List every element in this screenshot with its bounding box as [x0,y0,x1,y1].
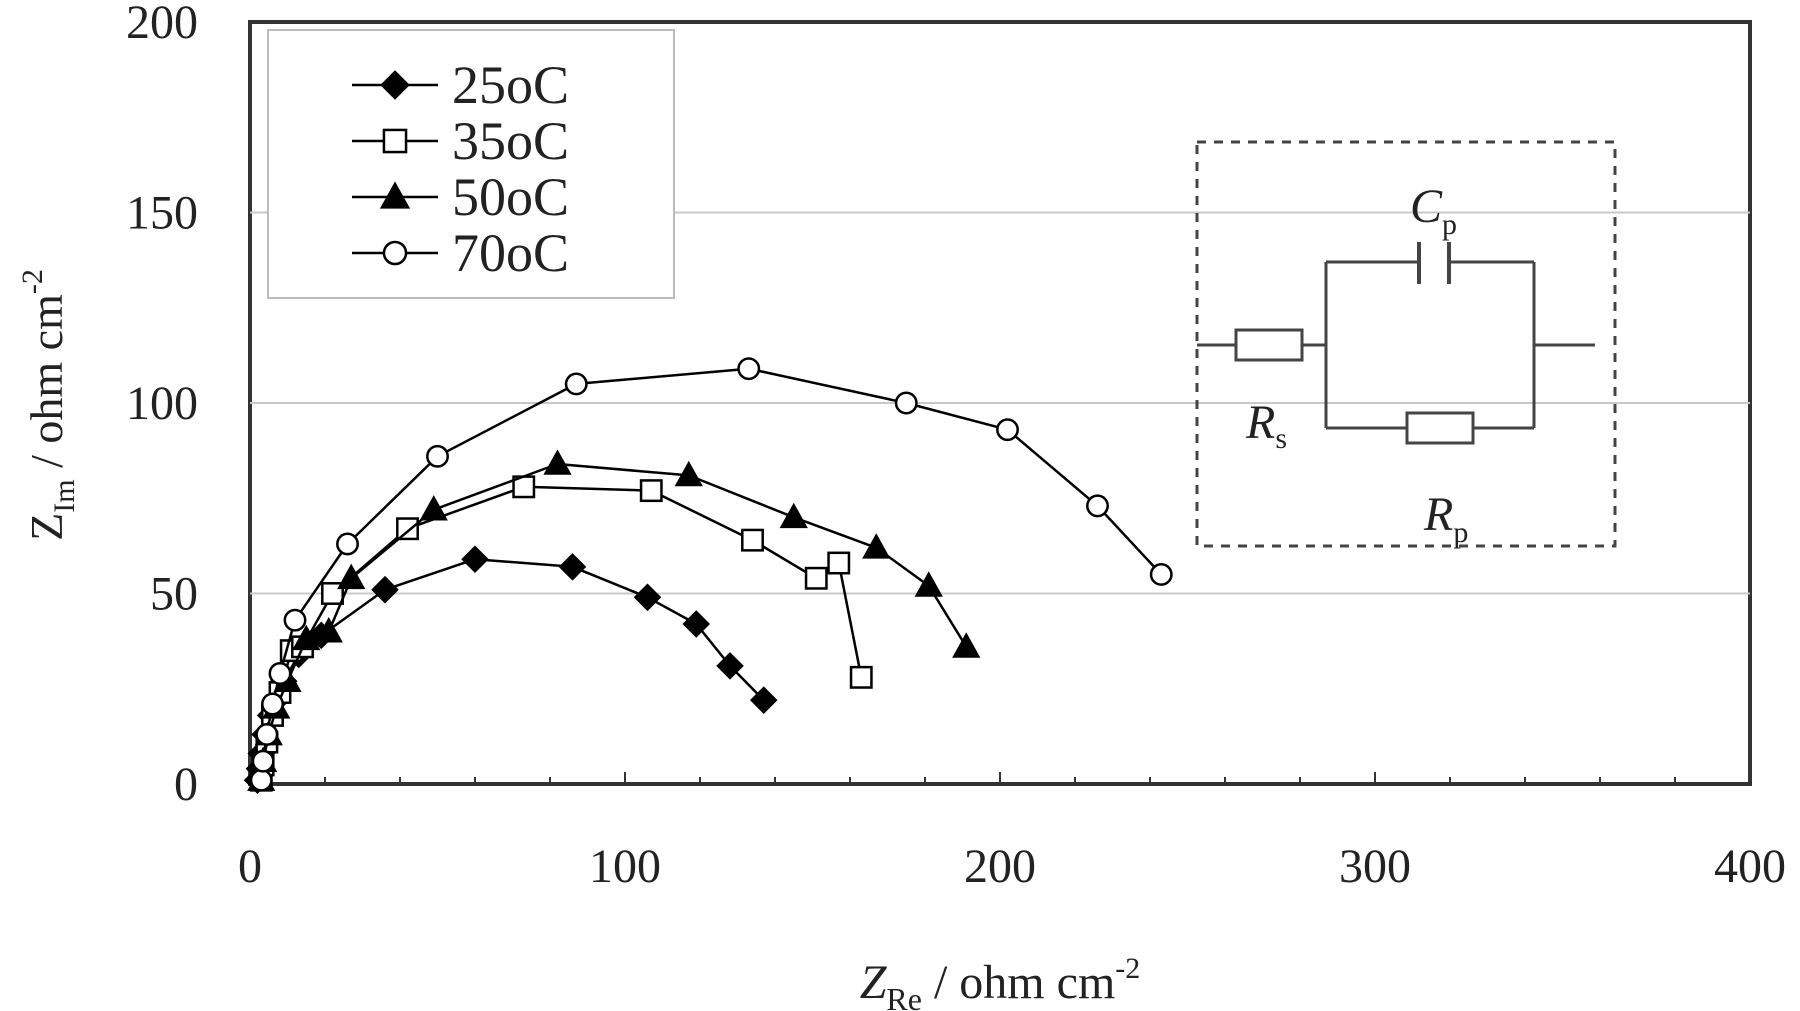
data-point [249,768,273,792]
rp-label-sub: p [1453,516,1468,549]
data-point [779,502,808,529]
data-point [914,571,943,597]
legend-item: 35oC [352,111,569,171]
data-point [1149,563,1173,586]
y-tick-label: 150 [126,187,198,240]
data-point [952,632,981,658]
legend-item: 50oC [352,167,569,227]
x-axis-label-unit: / ohm cm [922,956,1115,1009]
data-point [633,583,662,612]
rs-label: Rs [1245,396,1287,455]
data-point [674,460,703,487]
legend-marker [380,70,410,100]
data-point [716,652,744,680]
legend-label: 25oC [452,55,569,115]
y-axis-label-sub: Im [48,479,81,512]
data-point [749,686,778,714]
inset-dashed-frame [1195,140,1617,548]
x-tick-label: 400 [1714,840,1786,893]
cp-label-sub: p [1442,208,1457,241]
data-point [827,551,851,575]
data-point [292,624,321,651]
legend-item: 70oC [352,223,569,283]
data-point [996,418,1019,442]
data-point [314,617,343,643]
equivalent-circuit-inset [1195,140,1617,548]
data-point [336,532,359,556]
x-axis-ticks: 0 100 200 300 400 [238,772,1786,893]
x-axis-label-sub: Re [886,981,922,1011]
x-axis-label: ZRe / ohm cm-2 [860,952,1141,1011]
legend-marker [382,240,408,266]
data-point [255,723,279,746]
data-point [419,495,448,521]
rs-label-main: R [1245,396,1275,449]
data-point [261,692,284,716]
data-point [426,444,449,468]
series-50oC [247,449,981,792]
y-axis-label: ZIm / ohm cm-2 [16,269,81,541]
x-tick-label: 300 [1339,840,1411,893]
data-point [558,553,587,581]
legend-label: 35oC [452,111,569,171]
data-point [804,566,828,590]
data-point [337,563,366,590]
y-axis-ticks: 0 50 100 150 200 [126,0,198,811]
data-point [564,372,588,396]
y-tick-label: 200 [126,0,198,49]
data-point [862,533,891,559]
rs-resistor-symbol [1234,328,1304,362]
legend-marker [382,128,408,154]
legend-label: 50oC [452,167,569,227]
rs-label-sub: s [1275,422,1287,455]
data-point [849,665,873,689]
y-tick-label: 0 [174,758,198,811]
cp-label: Cp [1410,180,1457,241]
rp-label: Rp [1423,488,1468,549]
x-tick-label: 100 [589,840,661,893]
data-point [461,545,489,573]
data-point [371,575,399,604]
legend-marker [379,181,411,209]
legend-item: 25oC [352,55,569,115]
data-point [1086,494,1109,518]
y-axis-label-main: Z [21,513,72,541]
data-point [543,449,572,475]
cp-label-main: C [1410,180,1443,233]
y-tick-label: 100 [126,377,198,430]
data-point [737,357,761,381]
series-layer [243,357,1173,794]
data-point [268,662,292,685]
x-axis-label-exp: -2 [1115,952,1140,985]
legend-label: 70oC [452,223,569,283]
x-axis-label-main: Z [860,956,888,1009]
series-70oC [249,357,1173,792]
data-point [741,528,764,552]
y-tick-label: 50 [150,568,198,621]
data-point [682,610,711,638]
data-point [251,749,275,773]
legend-box [267,29,675,299]
y-axis-label-unit: / ohm cm [21,294,72,479]
x-tick-label: 200 [964,840,1036,893]
data-point [639,479,663,503]
data-point [894,391,918,415]
rp-label-main: R [1423,488,1453,541]
rp-resistor-symbol [1405,411,1475,445]
x-tick-label: 0 [238,840,262,893]
data-point [283,608,307,632]
data-point [396,517,419,541]
plot-area: 0 100 200 300 400 0 50 100 150 200 [126,0,1786,893]
y-axis-label-exp: -2 [16,269,49,294]
